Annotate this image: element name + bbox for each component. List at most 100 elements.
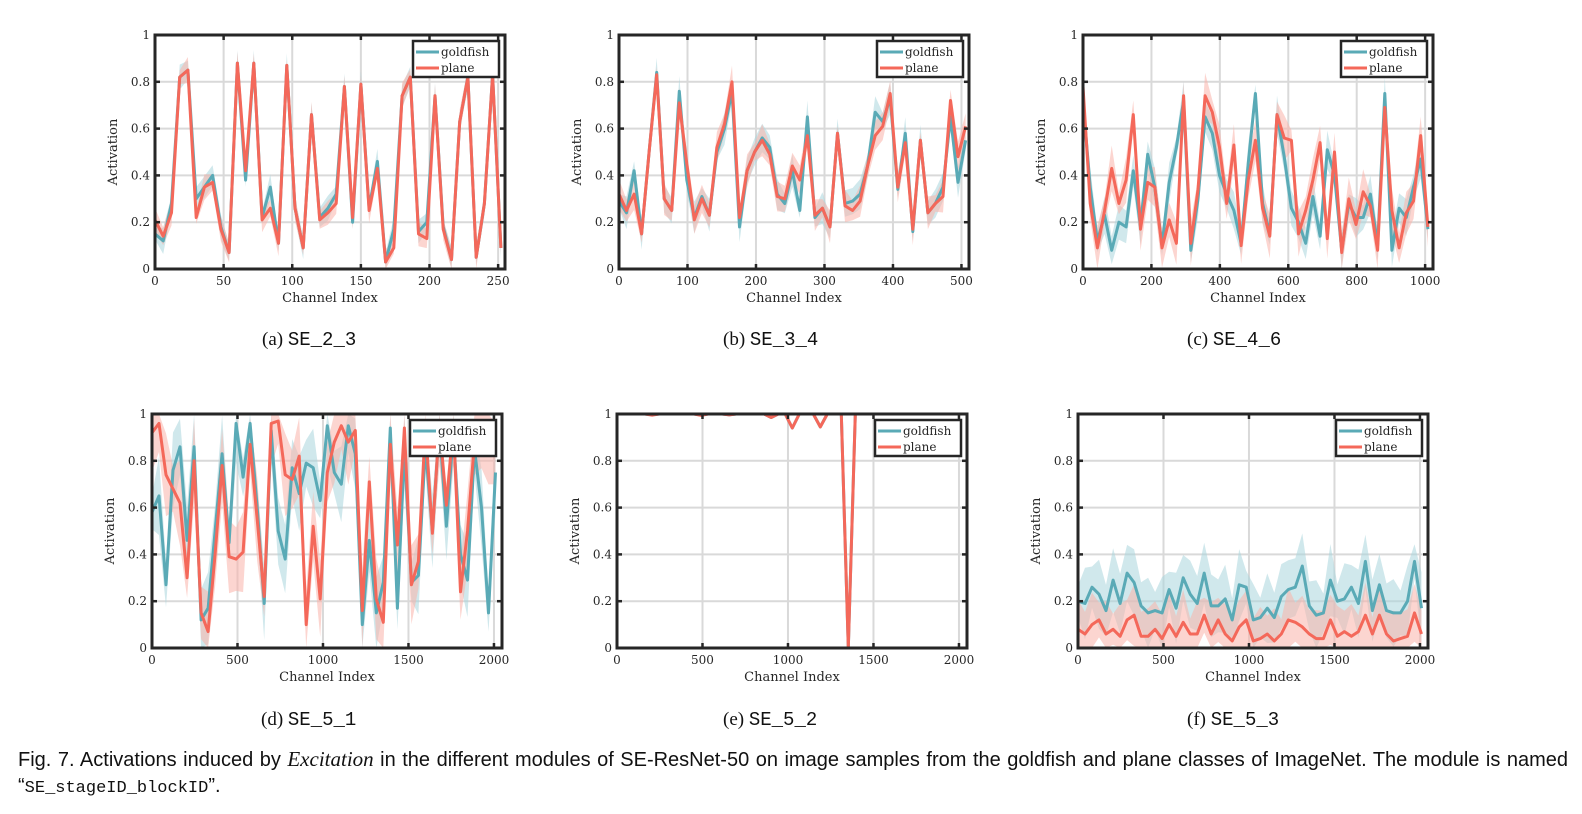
legend: goldfish plane: [875, 39, 965, 79]
subcaption-f-letter: (f): [1187, 709, 1206, 730]
caption-middle: in the different modules of SE-ResNet-50…: [18, 749, 1568, 797]
y-tick-label: 1: [142, 28, 150, 42]
subcaption-a: (a) SE_2_3: [262, 329, 356, 351]
subcaption-e-module: SE_5_2: [748, 709, 818, 731]
x-tick-label: 0: [613, 653, 621, 667]
legend-box: [408, 418, 498, 458]
subcaption-b-letter: (b): [723, 329, 746, 350]
legend-label-plane: plane: [903, 440, 937, 454]
legend-box: [1339, 39, 1429, 79]
legend-label-plane: plane: [441, 61, 475, 75]
y-tick-label: 0.8: [593, 454, 612, 468]
x-tick-label: 2000: [479, 653, 510, 667]
y-tick-label: 0.4: [128, 547, 147, 561]
x-axis-label: Channel Index: [1210, 291, 1306, 306]
x-tick-label: 600: [1277, 274, 1300, 288]
caption-code: SE_stageID_blockID: [24, 779, 209, 798]
x-axis-label: Channel Index: [746, 291, 842, 306]
chart-b: 0 100 200 300 400 500 0 0.2 0.4 0.6 0.8 1 Channel In…: [570, 28, 973, 306]
legend-label-goldfish: goldfish: [1364, 424, 1413, 438]
y-tick-label: 0.2: [1054, 594, 1073, 608]
y-axis-label: Activation: [1029, 497, 1044, 565]
y-tick-label: 0.2: [595, 215, 614, 229]
legend-label-goldfish: goldfish: [905, 45, 954, 59]
legend-label-plane: plane: [905, 61, 939, 75]
y-tick-label: 0.8: [128, 454, 147, 468]
subplot-c: 0 200 400 600 800 1000 0 0.2 0.4 0.6 0.8 1 Channel I…: [1028, 25, 1448, 319]
y-tick-label: 0.8: [595, 75, 614, 89]
x-tick-label: 250: [487, 274, 510, 288]
y-axis-label: Activation: [570, 118, 585, 186]
y-tick-label: 0.8: [1059, 75, 1078, 89]
legend: goldfish plane: [873, 418, 963, 458]
x-tick-label: 400: [1208, 274, 1231, 288]
y-tick-label: 0.8: [131, 75, 150, 89]
series-band-plane: [619, 65, 966, 246]
y-tick-label: 0: [606, 262, 614, 276]
series-line-plane: [153, 61, 503, 264]
y-tick-label: 0.8: [1054, 454, 1073, 468]
chart-f: 0 500 1000 1500 2000 0 0.2 0.4 0.6 0.8 1 Channel In…: [1029, 407, 1435, 685]
x-axis-label: Channel Index: [279, 670, 375, 685]
y-tick-label: 1: [1070, 28, 1078, 42]
y-axis-label: Activation: [103, 497, 118, 565]
series-line-plane: [617, 73, 968, 236]
y-axis-label: Activation: [1034, 118, 1049, 186]
y-tick-label: 0.6: [1059, 122, 1078, 136]
legend-label-plane: plane: [1369, 61, 1403, 75]
subcaption-f: (f) SE_5_3: [1187, 709, 1279, 731]
y-tick-label: 1: [139, 407, 147, 421]
chart-c: 0 200 400 600 800 1000 0 0.2 0.4 0.6 0.8 1 Channel I…: [1034, 28, 1440, 306]
series-line-goldfish: [1077, 559, 1423, 622]
chart-a: 0 50 100 150 200 250 0 0.2 0.4 0.6 0.8 1 Channel Ind…: [106, 28, 510, 306]
y-tick-label: 0.2: [128, 594, 147, 608]
x-tick-label: 500: [1152, 653, 1175, 667]
legend-box: [1334, 418, 1424, 458]
subcaption-b-module: SE_3_4: [749, 329, 819, 351]
legend-label-goldfish: goldfish: [441, 45, 490, 59]
subcaption-d: (d) SE_5_1: [261, 709, 356, 731]
legend: goldfish plane: [1334, 418, 1424, 458]
y-tick-label: 0.4: [593, 547, 612, 561]
legend-box: [873, 418, 963, 458]
x-tick-label: 0: [148, 653, 156, 667]
x-tick-label: 0: [1074, 653, 1082, 667]
subplot-b: 0 100 200 300 400 500 0 0.2 0.4 0.6 0.8 1 Channel In…: [564, 25, 984, 319]
legend: goldfish plane: [1339, 39, 1429, 79]
subcaption-e-letter: (e): [723, 709, 745, 730]
caption-italic: Excitation: [287, 747, 374, 771]
y-tick-label: 1: [604, 407, 612, 421]
legend-label-goldfish: goldfish: [438, 424, 487, 438]
x-tick-label: 0: [615, 274, 623, 288]
y-tick-label: 0.6: [595, 122, 614, 136]
chart-e: 0 500 1000 1500 2000 0 0.2 0.4 0.6 0.8 1 Channel In…: [568, 407, 974, 685]
axes-frame: [615, 412, 969, 650]
y-axis-label: Activation: [106, 118, 121, 186]
axes-frame: [617, 33, 971, 271]
caption-suffix: ”.: [208, 775, 221, 797]
y-tick-label: 0.4: [131, 168, 150, 182]
x-tick-label: 500: [691, 653, 714, 667]
subplot-e: 0 500 1000 1500 2000 0 0.2 0.4 0.6 0.8 1 Channel In…: [562, 404, 982, 698]
y-tick-label: 0.6: [128, 501, 147, 515]
x-tick-label: 0: [1079, 274, 1087, 288]
y-tick-label: 0: [604, 641, 612, 655]
x-tick-label: 400: [882, 274, 905, 288]
x-axis-label: Channel Index: [1205, 670, 1301, 685]
y-tick-label: 0.2: [1059, 215, 1078, 229]
subcaption-d-letter: (d): [261, 709, 284, 730]
y-tick-label: 0: [1065, 641, 1073, 655]
series-line-plane: [1077, 611, 1423, 643]
axes-frame: [150, 412, 504, 650]
legend: goldfish plane: [408, 418, 498, 458]
x-tick-label: 0: [151, 274, 159, 288]
chart-d: 0 500 1000 1500 2000 0 0.2 0.4 0.6 0.8 1 Channel In…: [103, 407, 510, 685]
x-axis-label: Channel Index: [744, 670, 840, 685]
subcaption-d-module: SE_5_1: [287, 709, 357, 731]
y-tick-label: 0.2: [131, 215, 150, 229]
caption-prefix: Fig. 7. Activations induced by: [18, 749, 288, 771]
x-tick-label: 500: [950, 274, 973, 288]
figure-caption: Fig. 7. Activations induced by Excitatio…: [18, 746, 1568, 802]
y-tick-label: 0.6: [1054, 501, 1073, 515]
x-tick-label: 500: [226, 653, 249, 667]
